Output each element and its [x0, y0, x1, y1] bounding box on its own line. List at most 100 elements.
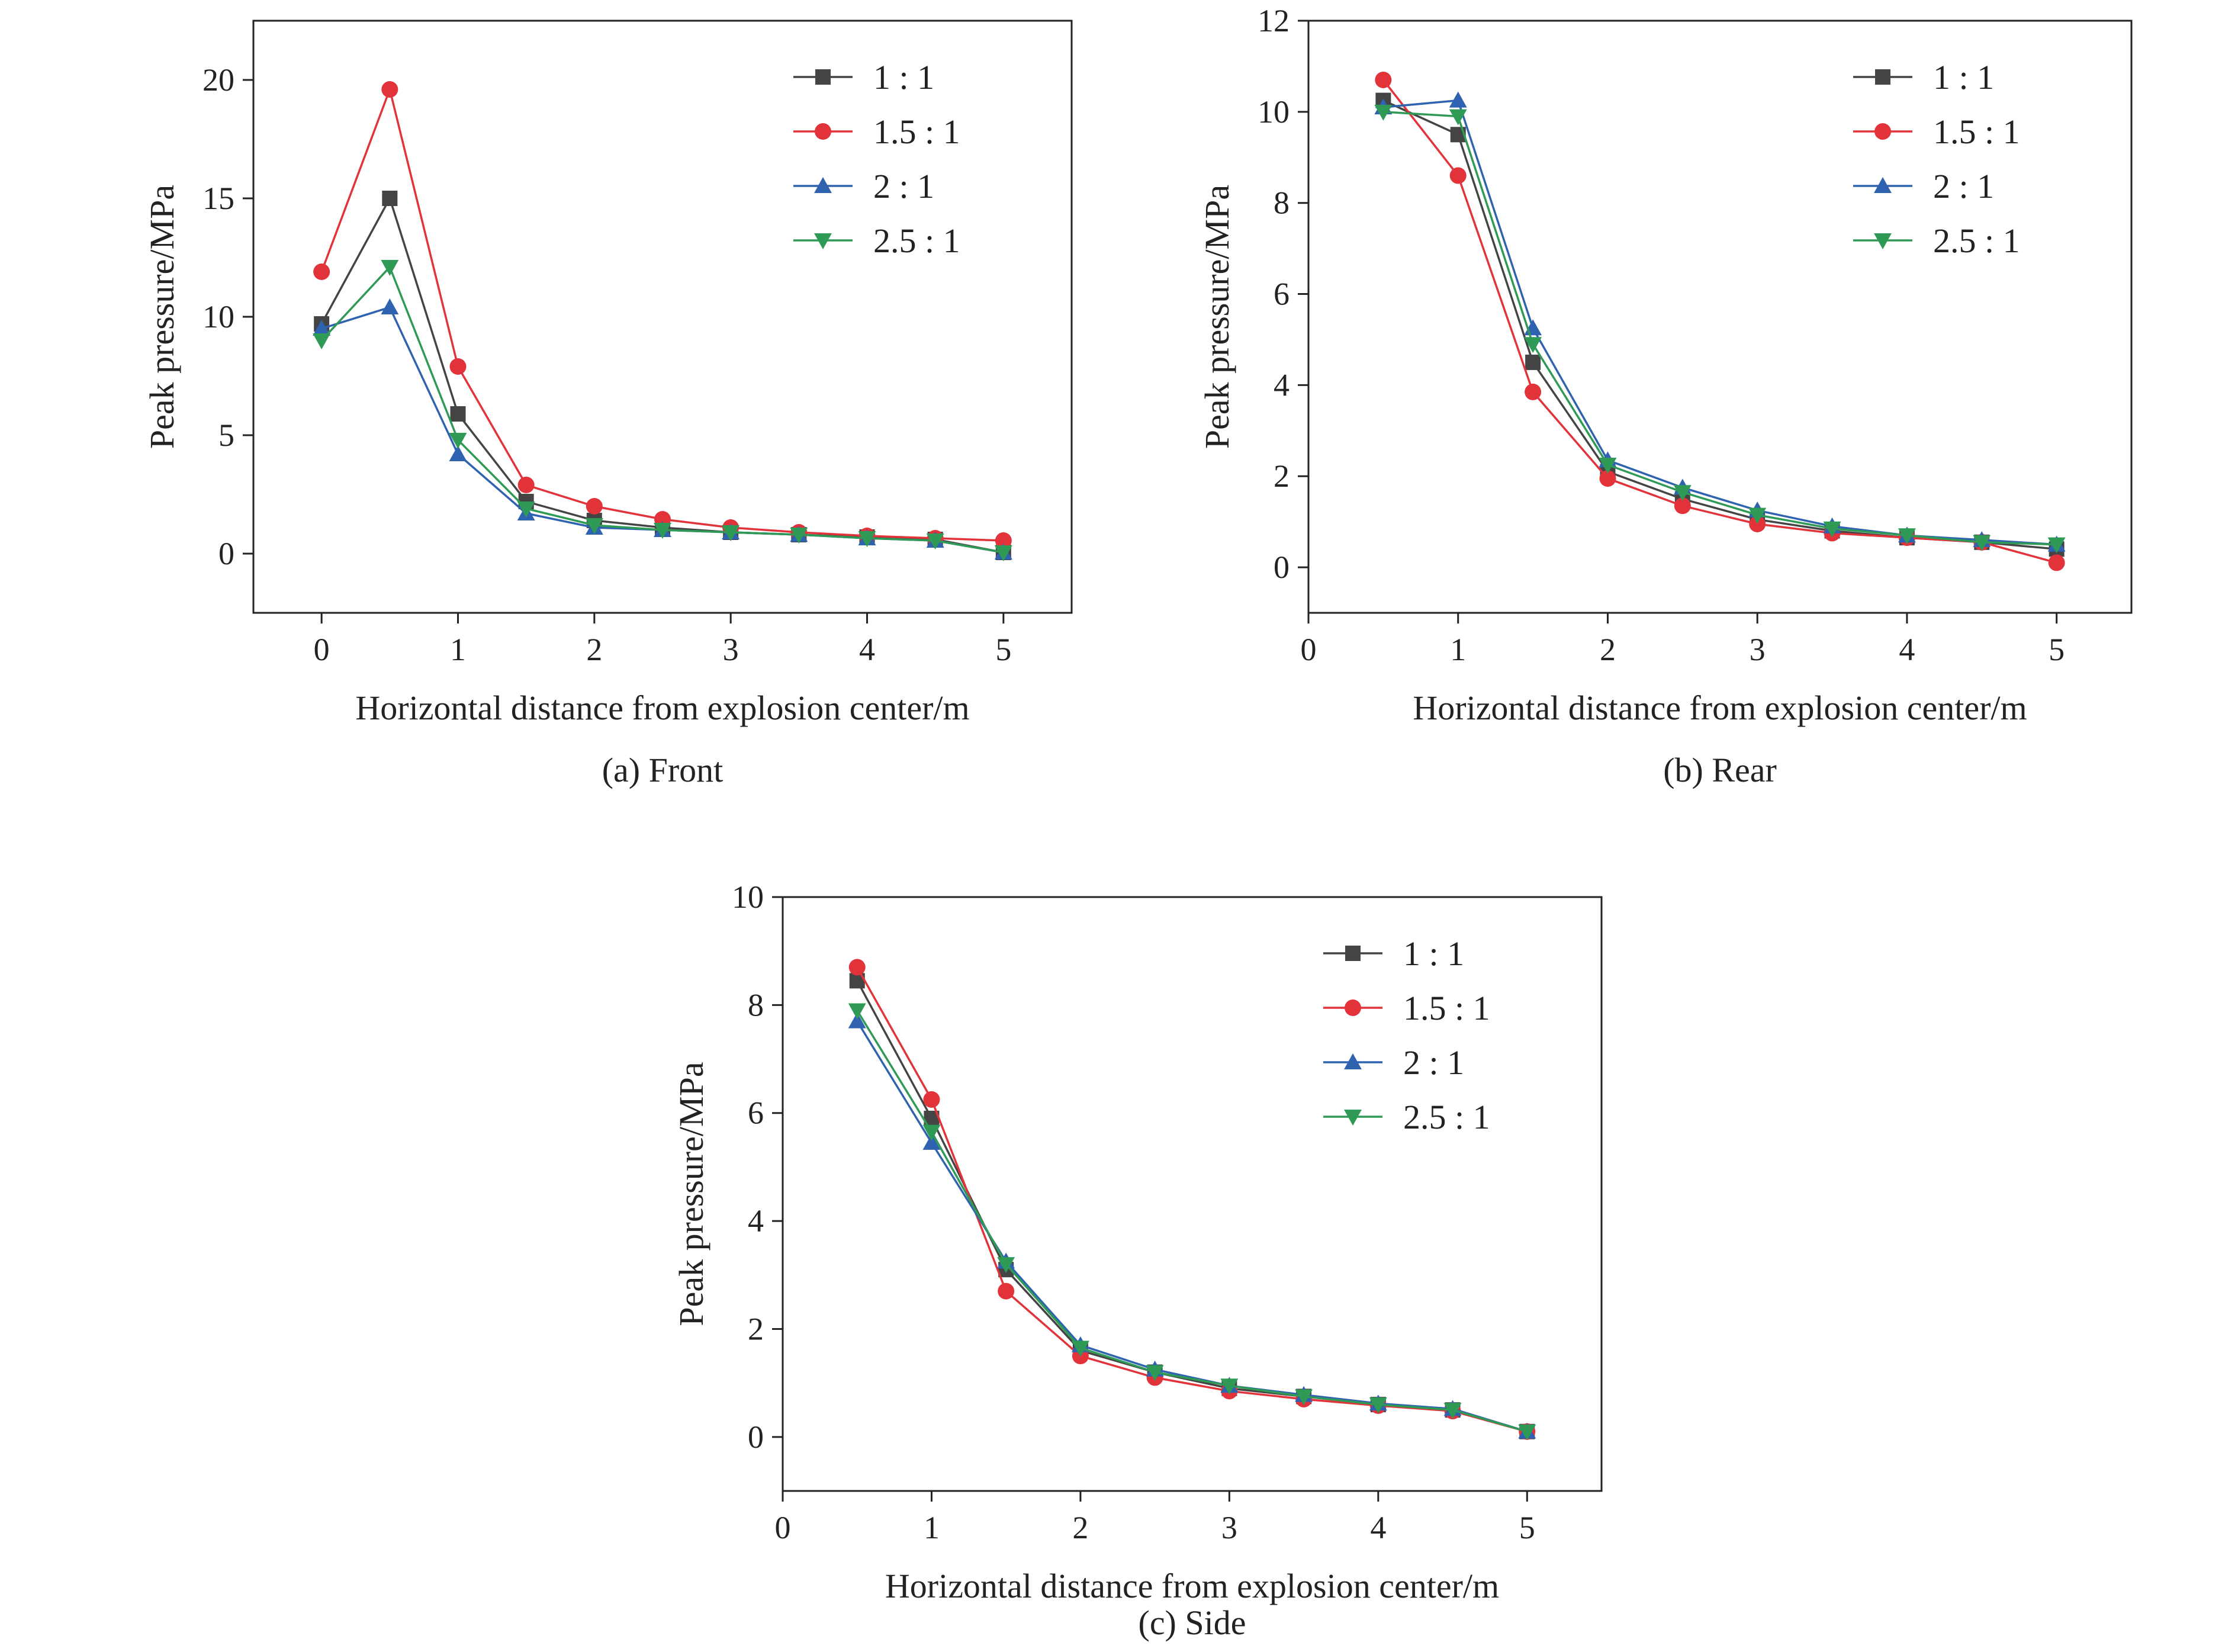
legend-entry: 2.5 : 1 [1853, 221, 2020, 260]
series-1-5-1 [848, 959, 1536, 1440]
data-point [923, 1091, 940, 1108]
legend-marker [1345, 999, 1361, 1016]
x-axis-title: Horizontal distance from explosion cente… [885, 1567, 1499, 1605]
y-tick-label: 4 [748, 1203, 764, 1239]
y-tick-label: 5 [218, 417, 234, 453]
data-point [449, 433, 467, 449]
data-point [848, 959, 866, 976]
chart-caption: (a) Front [602, 751, 724, 789]
data-point [1599, 458, 1617, 474]
series-line [856, 1010, 1528, 1433]
legend-entry: 1 : 1 [793, 58, 934, 97]
legend-entry: 1.5 : 1 [1323, 989, 1490, 1027]
data-point [586, 498, 603, 515]
legend-label: 2.5 : 1 [1403, 1098, 1490, 1136]
x-tick-label: 2 [1600, 632, 1616, 667]
x-tick-label: 1 [450, 632, 466, 667]
legend-entry: 1.5 : 1 [1853, 113, 2020, 151]
series-line [856, 1020, 1528, 1433]
series-2-5-1 [848, 1003, 1536, 1441]
x-tick-label: 3 [1750, 632, 1766, 667]
y-tick-label: 8 [1274, 185, 1290, 221]
x-tick-label: 5 [995, 632, 1011, 667]
legend-marker [814, 233, 832, 249]
legend-entry: 2 : 1 [1323, 1043, 1464, 1082]
legend-entry: 2.5 : 1 [793, 221, 960, 260]
x-axis-title: Horizontal distance from explosion cente… [355, 689, 969, 727]
legend-label: 2.5 : 1 [1933, 221, 2020, 260]
x-tick-label: 2 [586, 632, 602, 667]
legend-marker [1344, 1053, 1362, 1069]
y-tick-label: 6 [748, 1095, 764, 1131]
data-point [2048, 554, 2065, 571]
data-point [1898, 528, 1916, 545]
legend-marker [1345, 946, 1361, 961]
data-point [1220, 1378, 1239, 1395]
y-tick-label: 0 [218, 536, 234, 571]
data-point [995, 532, 1012, 549]
data-point [517, 502, 535, 518]
series-line [1382, 79, 2057, 564]
y-tick-label: 20 [202, 62, 234, 98]
data-point [848, 1012, 866, 1029]
x-tick-label: 4 [859, 632, 875, 667]
legend-marker [815, 69, 831, 85]
plot-frame [1307, 20, 2133, 614]
y-tick-label: 8 [748, 987, 764, 1023]
plot-frame [782, 896, 1603, 1492]
legend-marker [1874, 123, 1891, 140]
series-1-5-1 [313, 81, 1012, 549]
legend-entry: 1 : 1 [1323, 934, 1464, 973]
legend-entry: 2.5 : 1 [1323, 1098, 1490, 1136]
y-tick-label: 15 [202, 181, 234, 216]
x-tick-label: 4 [1370, 1510, 1386, 1545]
data-point [922, 1124, 941, 1141]
data-point [1973, 535, 1991, 551]
chart-caption: (c) Side [1139, 1603, 1246, 1642]
legend: 1 : 1 1.5 : 1 2 : 1 2.5 : 1 [1323, 934, 1490, 1136]
legend-label: 1.5 : 1 [1933, 113, 2020, 151]
y-tick-label: 12 [1258, 3, 1290, 38]
data-point [997, 1257, 1015, 1273]
chart-3: 0 1 2 3 4 5 0 2 4 6 8 10 Horizontal distance from ex… [672, 879, 1603, 1642]
x-tick-label: 1 [1450, 632, 1466, 667]
legend-label: 2 : 1 [1403, 1043, 1464, 1082]
x-tick-label: 5 [2049, 632, 2065, 667]
legend-label: 1 : 1 [873, 58, 934, 97]
x-tick-label: 2 [1072, 1510, 1088, 1545]
data-point [2047, 537, 2066, 554]
data-point [517, 477, 535, 493]
data-point [1673, 485, 1692, 502]
y-tick-label: 4 [1274, 367, 1290, 403]
data-point [1525, 383, 1542, 400]
x-tick-label: 5 [1519, 1510, 1535, 1545]
y-tick-label: 2 [748, 1311, 764, 1346]
data-point [1375, 72, 1392, 88]
legend-marker [1875, 69, 1890, 85]
data-point [381, 260, 399, 276]
legend-label: 2 : 1 [873, 167, 934, 205]
chart-caption: (b) Rear [1663, 751, 1777, 789]
data-point [1374, 104, 1393, 121]
series-line [320, 265, 1004, 554]
data-point [1823, 521, 1841, 538]
data-point [654, 523, 671, 539]
data-point [858, 531, 876, 547]
x-axis-title: Horizontal distance from explosion cente… [1413, 689, 2027, 727]
series-2-1 [1374, 91, 2066, 552]
legend-label: 1 : 1 [1933, 58, 1994, 97]
series-line [1383, 111, 2057, 546]
chart-1: 0 1 2 3 4 5 0 5 10 15 20 Horizontal distance from e… [143, 20, 1073, 789]
data-point [313, 320, 331, 336]
x-tick-label: 3 [1221, 1510, 1237, 1545]
series-line [320, 86, 1004, 542]
legend-marker [814, 177, 832, 193]
data-point [450, 406, 466, 422]
data-point [1071, 1341, 1089, 1357]
data-point [1518, 1424, 1536, 1441]
data-point [313, 263, 330, 280]
data-point [1749, 516, 1766, 532]
data-point [1599, 470, 1616, 487]
data-point [994, 545, 1012, 561]
x-tick-label: 0 [314, 632, 330, 667]
